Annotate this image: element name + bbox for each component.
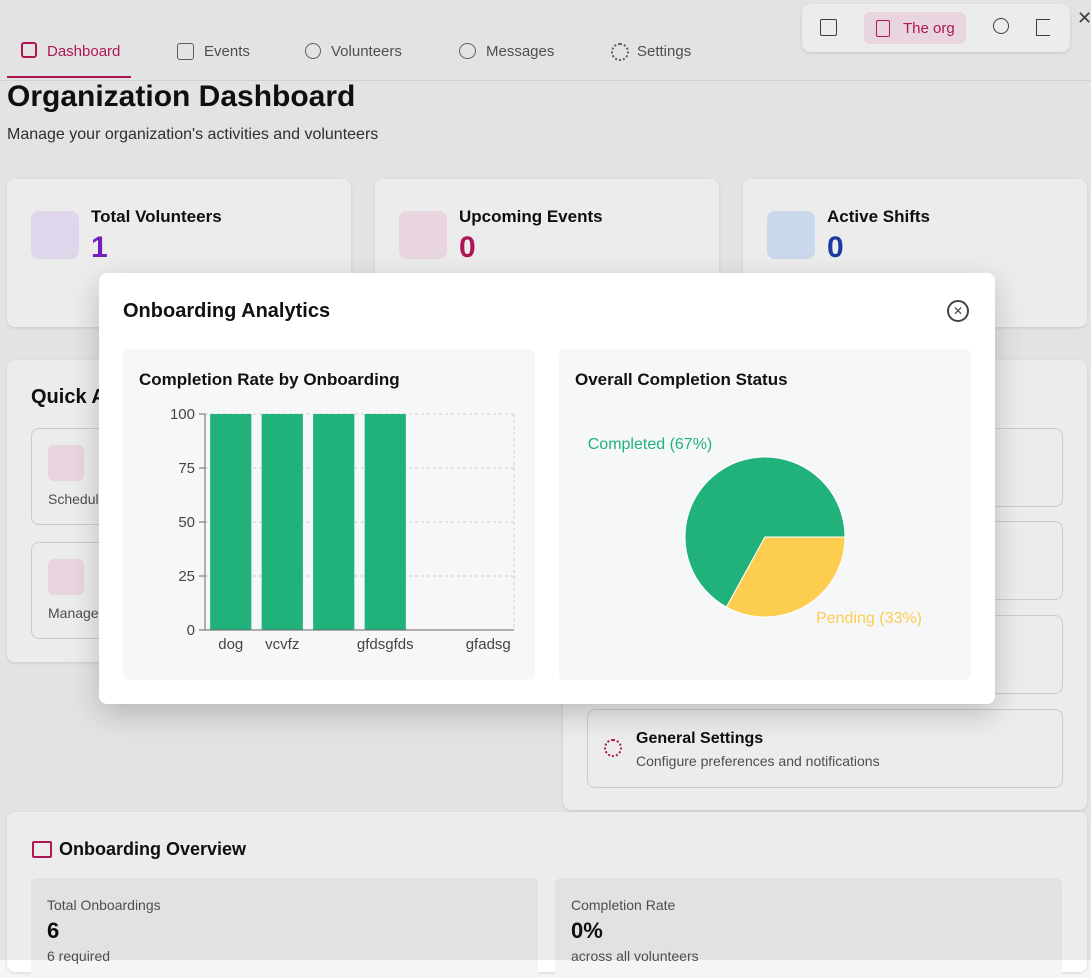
home-button[interactable] xyxy=(820,19,837,36)
action-icon xyxy=(48,445,84,481)
y-tick-label: 0 xyxy=(187,622,195,639)
stat-label: Total Onboardings xyxy=(47,897,161,913)
bar xyxy=(364,414,406,630)
stat-icon xyxy=(399,211,447,259)
tab-icon xyxy=(459,43,476,59)
bar xyxy=(261,414,303,630)
org-icon xyxy=(876,20,890,37)
chart-panel: Completion Rate by Onboarding 0 25 50 75 100 d… xyxy=(123,349,535,680)
slice-label: Pending (33%) xyxy=(816,610,922,627)
stat-icon xyxy=(31,211,79,259)
y-tick-label: 75 xyxy=(178,460,195,477)
stat-value: 0 xyxy=(459,231,476,264)
pie-chart: Overall Completion Status Completed (67%)… xyxy=(575,370,922,627)
item-desc: Configure preferences and notifications xyxy=(636,753,880,769)
section-title: Onboarding Overview xyxy=(59,839,247,859)
y-tick-label: 50 xyxy=(178,514,195,531)
action-icon xyxy=(48,559,84,595)
tab[interactable]: Events xyxy=(204,43,250,60)
tab[interactable]: Messages xyxy=(486,43,555,60)
x-tick-label: gfdsgfds xyxy=(357,636,414,653)
y-tick-label: 25 xyxy=(178,568,195,585)
x-tick-label: gfadsg xyxy=(466,636,511,653)
section-title: Quick A xyxy=(31,386,106,408)
x-tick-label: vcvfz xyxy=(265,636,299,653)
tab-icon xyxy=(305,43,321,59)
org-button[interactable]: The org xyxy=(864,12,966,44)
tab-icon xyxy=(21,42,37,58)
action-desc: Schedul xyxy=(48,491,99,507)
tab-underline xyxy=(7,76,131,78)
pie-slice xyxy=(684,456,846,608)
chart-title: Completion Rate by Onboarding xyxy=(139,370,400,389)
page-title: Organization Dashboard xyxy=(7,80,356,113)
stat-value: 1 xyxy=(91,231,108,264)
x-tick-label: dog xyxy=(218,636,243,653)
settings-icon xyxy=(604,739,622,757)
stat-label: Active Shifts xyxy=(827,207,930,226)
pie-slice xyxy=(725,536,846,618)
chart-panel: Overall Completion Status Completed (67%)… xyxy=(559,349,971,680)
tab-icon xyxy=(611,43,629,61)
top-toolbar: The org xyxy=(802,4,1070,52)
logout-button[interactable] xyxy=(1036,19,1050,36)
tab[interactable]: Settings xyxy=(637,43,692,60)
settings-item[interactable]: General Settings Configure preferences a… xyxy=(587,709,1063,788)
item-title: General Settings xyxy=(636,730,764,747)
bar xyxy=(313,414,355,630)
modal-close[interactable]: ✕ xyxy=(947,300,969,322)
bar-chart: Completion Rate by Onboarding 0 25 50 75 100 d… xyxy=(139,370,515,653)
modal: Onboarding Analytics ✕ Completion Rate b… xyxy=(99,273,995,704)
slice-label: Completed (67%) xyxy=(588,436,713,453)
stat-value: 0% xyxy=(571,918,603,943)
profile-button[interactable] xyxy=(993,18,1009,34)
bar xyxy=(210,414,252,630)
y-tick-label: 100 xyxy=(170,406,195,423)
stat-label: Total Volunteers xyxy=(91,207,222,226)
tab[interactable]: Dashboard xyxy=(47,43,121,60)
stat-label: Completion Rate xyxy=(571,897,676,913)
stat-value: 6 xyxy=(47,918,60,943)
tab[interactable]: Volunteers xyxy=(331,43,402,60)
chart-title: Overall Completion Status xyxy=(575,370,788,389)
action-desc: Manage xyxy=(48,605,99,621)
modal-title: Onboarding Analytics xyxy=(123,300,331,322)
tab-icon xyxy=(177,43,194,60)
org-name: The org xyxy=(903,20,955,37)
page-subtitle: Manage your organization's activities an… xyxy=(7,126,379,143)
stat-value: 0 xyxy=(827,231,844,264)
stat-label: Upcoming Events xyxy=(459,207,603,226)
book-icon xyxy=(32,841,52,858)
stat-icon xyxy=(767,211,815,259)
close-icon[interactable]: ✕ xyxy=(1077,8,1091,28)
